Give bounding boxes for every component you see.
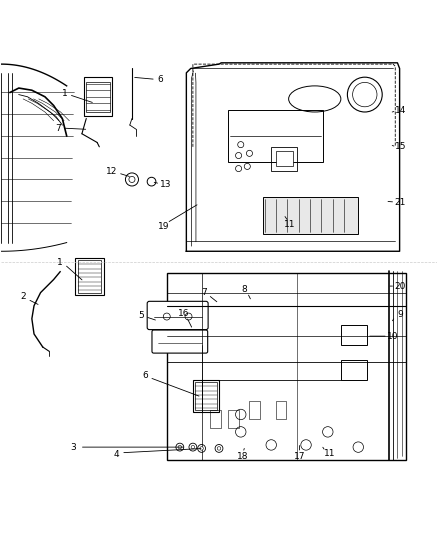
Text: 1: 1 xyxy=(57,257,63,266)
Text: 5: 5 xyxy=(139,311,145,320)
Bar xyxy=(262,197,358,234)
Bar xyxy=(341,325,367,345)
Circle shape xyxy=(178,446,182,449)
Bar xyxy=(167,273,406,460)
Circle shape xyxy=(191,446,194,449)
Text: 11: 11 xyxy=(284,220,296,229)
Bar xyxy=(84,77,113,116)
Text: 10: 10 xyxy=(387,332,399,341)
Circle shape xyxy=(217,447,221,450)
FancyBboxPatch shape xyxy=(152,330,208,353)
FancyBboxPatch shape xyxy=(147,301,208,329)
Text: 12: 12 xyxy=(106,167,118,176)
Text: 4: 4 xyxy=(114,450,120,459)
Text: 20: 20 xyxy=(394,281,406,290)
Bar xyxy=(78,260,102,293)
Text: 18: 18 xyxy=(237,452,249,461)
Text: 13: 13 xyxy=(160,180,172,189)
Text: 2: 2 xyxy=(20,293,26,302)
Bar xyxy=(75,258,104,295)
Bar xyxy=(228,410,239,427)
Bar xyxy=(193,379,219,413)
Text: 19: 19 xyxy=(158,222,169,231)
Bar xyxy=(271,147,297,171)
Bar xyxy=(341,360,367,379)
Circle shape xyxy=(129,176,135,182)
Text: 3: 3 xyxy=(71,442,76,451)
Text: 17: 17 xyxy=(294,452,305,461)
Text: 15: 15 xyxy=(395,142,406,151)
Bar xyxy=(210,410,221,427)
Text: 7: 7 xyxy=(201,288,207,297)
Text: 14: 14 xyxy=(395,106,406,115)
Bar xyxy=(195,382,217,410)
Bar xyxy=(228,110,323,162)
Text: 21: 21 xyxy=(394,198,406,207)
Circle shape xyxy=(200,447,203,450)
Text: 16: 16 xyxy=(177,309,189,318)
Text: 1: 1 xyxy=(62,89,67,98)
Bar xyxy=(86,82,110,112)
Text: 8: 8 xyxy=(241,285,247,294)
Text: 7: 7 xyxy=(55,124,61,133)
Text: 9: 9 xyxy=(397,310,403,319)
Text: 6: 6 xyxy=(158,75,163,84)
Text: 6: 6 xyxy=(142,371,148,380)
Text: 11: 11 xyxy=(324,449,336,458)
Bar xyxy=(250,401,260,419)
Bar xyxy=(276,151,293,166)
Bar xyxy=(276,401,286,419)
